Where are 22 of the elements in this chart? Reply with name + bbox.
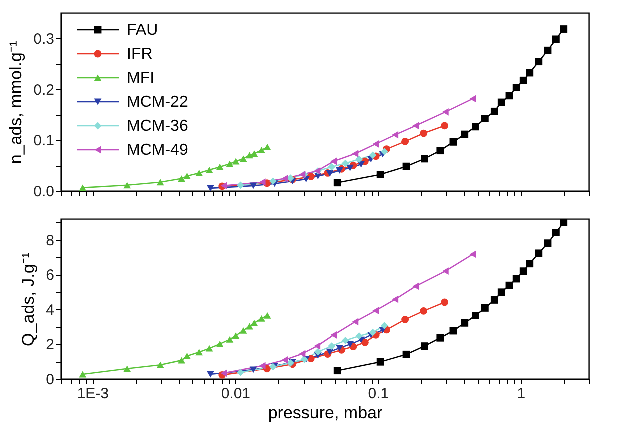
y-tick-label: 0.0 — [34, 184, 54, 200]
y-axis-title: Q_ads, J.g⁻¹ — [19, 252, 38, 346]
legend-label: MCM-49 — [127, 142, 188, 159]
legend-label: MCM-22 — [127, 94, 188, 111]
x-tick-label: 0.1 — [368, 386, 390, 402]
y-axis-title: n_ads, mmol.g⁻¹ — [6, 40, 26, 164]
y-tick-label: 2 — [46, 336, 54, 354]
x-tick-label: 0.01 — [221, 386, 251, 402]
legend-label: IFR — [127, 46, 153, 63]
y-tick-label: 0.2 — [34, 82, 54, 99]
x-axis-title: pressure, mbar — [268, 404, 383, 422]
legend-label: MFI — [127, 70, 155, 87]
x-tick-label: 1 — [517, 386, 526, 402]
y-tick-label: 0.3 — [34, 30, 54, 48]
legend-label: FAU — [127, 22, 158, 39]
y-tick-label: 0 — [46, 372, 54, 388]
y-tick-label: 8 — [46, 232, 54, 250]
y-tick-label: 6 — [46, 267, 54, 284]
y-tick-label: 4 — [46, 302, 54, 319]
x-tick-label: 1E-3 — [77, 386, 110, 402]
legend-label: MCM-36 — [127, 118, 188, 135]
y-tick-label: 0.1 — [34, 132, 54, 150]
